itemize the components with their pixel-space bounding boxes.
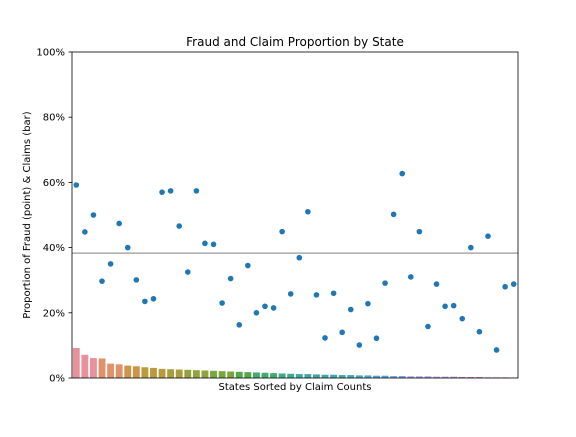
fraud-point [391,212,397,218]
claim-bar [176,370,183,378]
fraud-point [485,233,491,239]
y-tick-label: 20% [43,308,65,319]
claim-bar [253,372,260,378]
fraud-point [125,245,131,251]
fraud-point [168,188,174,194]
fraud-point [459,316,465,322]
claim-bar [313,374,320,378]
fraud-point [357,342,363,348]
claim-bar [193,370,200,378]
fraud-point [116,221,122,227]
fraud-point [142,299,148,305]
fraud-point [82,229,88,235]
fraud-point [134,277,140,283]
claim-bar [107,364,114,378]
fraud-point [99,278,105,284]
fraud-point [271,305,277,311]
claim-bar [210,371,217,378]
fraud-point [254,310,260,316]
fraud-point [202,241,208,247]
claim-bar [279,373,286,378]
fraud-point [494,347,500,353]
y-tick-label: 60% [43,178,65,189]
claim-bar [339,375,346,378]
fraud-point [382,280,388,286]
fraud-point [314,292,320,298]
fraud-point [511,281,517,287]
fraud-point [399,171,405,177]
y-tick-label: 0% [49,374,65,385]
fraud-point [288,291,294,297]
fraud-point [185,269,191,275]
claim-bar [141,367,148,378]
fraud-point [468,245,474,251]
fraud-point [194,188,200,194]
fraud-point [451,303,457,309]
claim-bar [184,370,191,378]
fraud-point [219,300,225,306]
claim-bar [81,355,88,378]
fraud-point [305,209,311,215]
claim-bar [90,358,97,378]
fraud-point [228,276,234,282]
fraud-point [374,335,380,341]
fraud-point [365,301,371,307]
claim-bar [236,372,243,378]
claim-bar [124,366,131,378]
claim-bar [116,364,123,378]
fraud-point [417,229,423,235]
fraud-point [245,263,251,269]
claim-bar [244,372,251,378]
fraud-point [176,223,182,229]
claim-bar [202,371,209,379]
fraud-point [108,261,114,267]
fraud-point [236,322,242,328]
claim-bar [330,375,337,378]
fraud-point [442,303,448,309]
fraud-point [91,212,97,218]
x-axis-label: States Sorted by Claim Counts [219,382,372,393]
claim-bar [227,371,234,378]
claim-bar [73,348,80,378]
fraud-point [159,189,165,195]
y-tick-label: 80% [43,113,65,124]
claim-bar [304,374,311,378]
fraud-point [296,255,302,261]
claim-bar [262,373,269,378]
claim-bar [322,375,329,378]
y-tick-label: 40% [43,243,65,254]
chart-title: Fraud and Claim Proportion by State [186,35,404,49]
claim-bar [150,368,157,378]
fraud-point [339,330,345,336]
claim-bar [167,369,174,378]
fraud-point [151,296,157,302]
fraud-point [434,281,440,287]
claim-bar [133,366,140,378]
fraud-point [348,307,354,313]
fraud-point [262,303,268,309]
fraud-point [211,242,217,248]
claim-bar [99,358,106,378]
claim-bar [159,369,166,378]
fraud-point [425,324,431,330]
claim-bar [219,371,226,378]
claim-bar [270,373,277,378]
fraud-point [279,229,285,235]
fraud-point [408,274,414,280]
fraud-point [322,335,328,341]
fraud-point [73,182,79,188]
y-tick-label: 100% [36,48,65,59]
claim-bar [347,375,354,378]
claim-bar [287,374,294,378]
claim-bar [296,374,303,378]
y-axis-label: Proportion of Fraud (point) & Claims (ba… [22,111,33,318]
fraud-point [331,290,337,296]
fraud-point [502,284,508,290]
fraud-point [477,329,483,335]
